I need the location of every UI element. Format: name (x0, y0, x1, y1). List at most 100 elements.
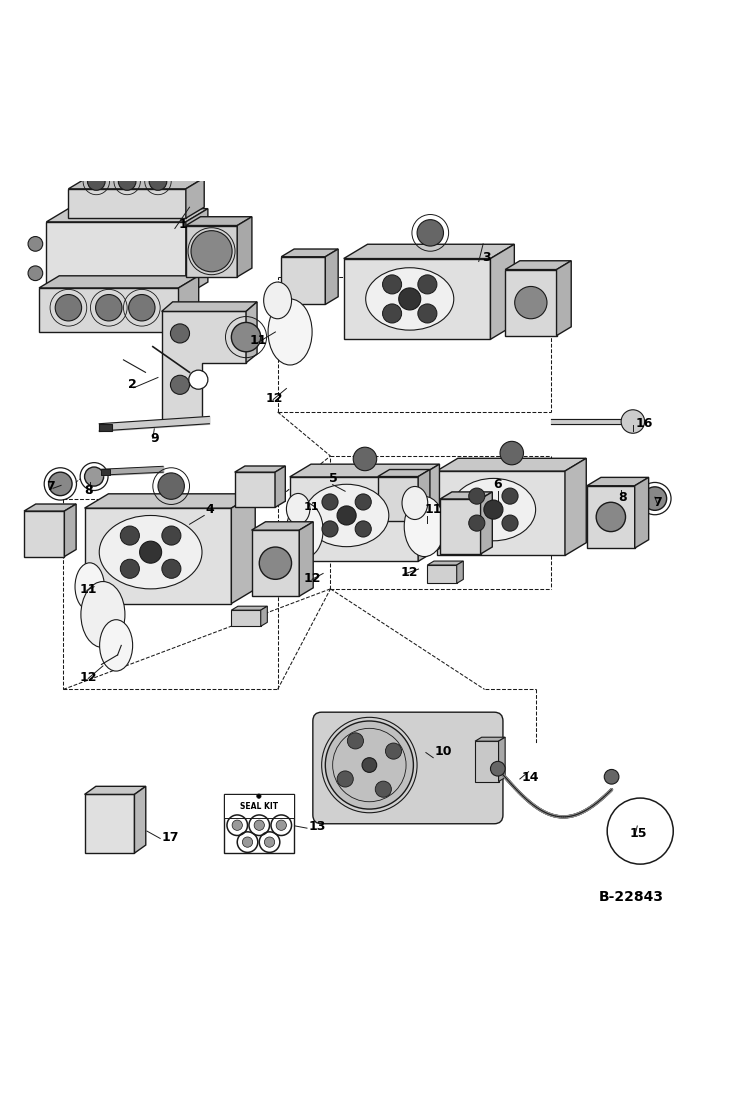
Circle shape (162, 559, 181, 578)
Polygon shape (344, 245, 515, 259)
Polygon shape (634, 477, 649, 548)
Circle shape (355, 521, 372, 538)
Polygon shape (46, 222, 186, 295)
Circle shape (158, 473, 184, 499)
Text: 4: 4 (206, 504, 214, 517)
Polygon shape (234, 466, 285, 472)
Circle shape (85, 467, 103, 486)
Circle shape (596, 502, 625, 532)
Circle shape (621, 410, 645, 433)
Circle shape (614, 484, 634, 504)
Polygon shape (85, 787, 146, 794)
Circle shape (28, 237, 43, 251)
Text: 7: 7 (653, 496, 662, 509)
Circle shape (257, 794, 261, 799)
Circle shape (28, 265, 43, 281)
Circle shape (418, 275, 437, 294)
Circle shape (355, 494, 372, 510)
Polygon shape (252, 530, 300, 596)
Circle shape (139, 541, 162, 563)
Circle shape (469, 514, 485, 531)
Text: 15: 15 (630, 827, 647, 840)
Circle shape (264, 837, 275, 847)
Circle shape (417, 219, 443, 246)
Circle shape (276, 821, 286, 830)
Polygon shape (499, 737, 505, 781)
Bar (101, 470, 110, 475)
Polygon shape (418, 470, 430, 521)
Polygon shape (85, 794, 135, 853)
Circle shape (49, 472, 72, 496)
Circle shape (386, 743, 401, 759)
Polygon shape (344, 259, 491, 339)
Text: 13: 13 (309, 821, 326, 834)
Ellipse shape (366, 268, 454, 330)
Ellipse shape (264, 282, 291, 319)
Circle shape (231, 323, 261, 352)
Polygon shape (557, 261, 571, 336)
Polygon shape (237, 217, 252, 276)
Circle shape (337, 506, 357, 525)
Polygon shape (475, 737, 505, 742)
Circle shape (337, 771, 354, 787)
Text: 7: 7 (46, 479, 55, 493)
Text: 12: 12 (400, 566, 418, 579)
Circle shape (243, 837, 252, 847)
Polygon shape (505, 261, 571, 270)
Polygon shape (282, 257, 325, 305)
Circle shape (259, 547, 291, 579)
Polygon shape (135, 787, 146, 853)
Polygon shape (85, 494, 255, 508)
Text: 16: 16 (636, 417, 653, 430)
Text: 17: 17 (162, 830, 179, 844)
Text: 3: 3 (482, 251, 491, 264)
Bar (99, 423, 112, 431)
Bar (224, 794, 294, 853)
Polygon shape (231, 610, 261, 626)
Polygon shape (290, 464, 440, 477)
Circle shape (383, 275, 401, 294)
Polygon shape (325, 249, 338, 305)
Polygon shape (475, 742, 499, 781)
Polygon shape (39, 275, 198, 287)
Ellipse shape (286, 494, 310, 524)
Text: 11: 11 (304, 502, 320, 512)
Polygon shape (565, 459, 586, 555)
Polygon shape (85, 508, 231, 603)
Ellipse shape (451, 478, 536, 541)
Circle shape (348, 733, 363, 749)
Circle shape (383, 304, 401, 323)
Ellipse shape (99, 516, 202, 589)
Circle shape (96, 294, 122, 321)
Text: 6: 6 (494, 478, 502, 491)
Circle shape (484, 500, 503, 519)
Polygon shape (300, 522, 313, 596)
Circle shape (491, 761, 505, 776)
Polygon shape (231, 494, 255, 603)
Circle shape (191, 230, 232, 272)
Polygon shape (440, 499, 481, 554)
Polygon shape (231, 607, 267, 610)
Circle shape (88, 172, 105, 190)
Circle shape (362, 758, 377, 772)
Bar (224, 794, 294, 818)
Circle shape (515, 286, 547, 319)
Polygon shape (481, 491, 492, 554)
Polygon shape (282, 249, 338, 257)
Polygon shape (428, 561, 464, 565)
Polygon shape (275, 466, 285, 508)
Circle shape (322, 521, 338, 538)
Text: 2: 2 (128, 377, 136, 391)
Polygon shape (162, 302, 257, 312)
Polygon shape (377, 470, 430, 476)
Polygon shape (186, 226, 237, 276)
Circle shape (502, 488, 518, 505)
Text: 12: 12 (304, 572, 321, 585)
Circle shape (500, 441, 524, 465)
Text: 10: 10 (434, 746, 452, 758)
Ellipse shape (100, 620, 133, 671)
Circle shape (254, 821, 264, 830)
Text: 5: 5 (329, 473, 338, 486)
Circle shape (398, 287, 421, 310)
Ellipse shape (75, 563, 104, 611)
